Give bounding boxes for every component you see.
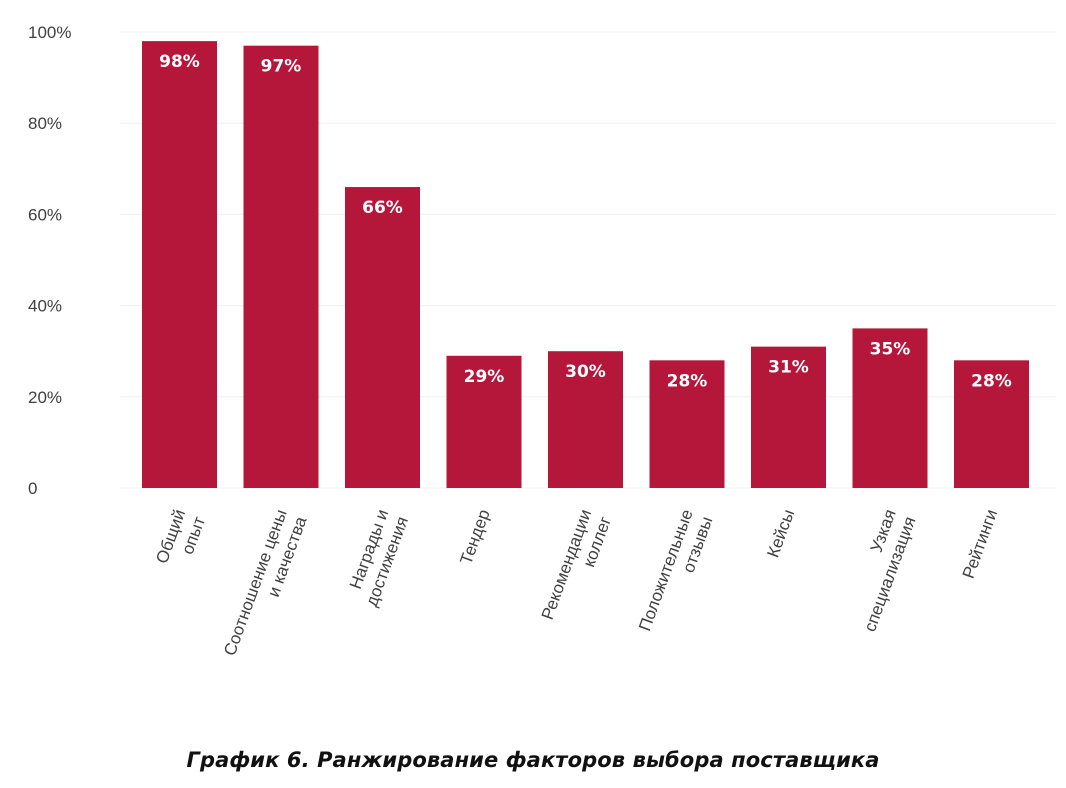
data-label: 29% [464,367,505,387]
bar [446,355,522,488]
y-axis-ticks: 0 20% 40% 60% 80% 100% [28,23,71,498]
bar [243,45,319,489]
y-tick-label: 100% [28,23,71,42]
bar [345,187,420,489]
y-tick-label: 40% [28,297,62,316]
x-tick-label-group: Рейтинги [959,507,1001,581]
y-tick-label: 80% [28,114,62,133]
data-label: 97% [261,57,302,77]
data-labels: 98% 97% 66% 29% 30% 28% 31% 35% 28% [159,52,1012,391]
y-tick-label: 60% [28,205,62,224]
bar [649,360,725,488]
chart-caption: График 6. Ранжирование факторов выбора п… [186,748,880,772]
bars [142,41,1029,489]
data-label: 28% [971,371,1012,391]
x-tick-label: Кейсы [763,507,798,560]
data-label: 31% [768,358,809,378]
data-label: 35% [870,339,911,359]
x-tick-label: Тендер [456,507,493,567]
data-label: 30% [565,362,606,382]
x-tick-label-group: Кейсы [763,507,798,560]
data-label: 28% [667,371,708,391]
bar [142,41,217,489]
bar [852,328,928,488]
bar [954,360,1029,488]
bar [548,351,623,488]
bar-chart-svg: 0 20% 40% 60% 80% 100% 98% 97% 66% 29% 30% 28% 31% 3… [28,23,1056,658]
bar [751,346,826,488]
y-tick-label: 20% [28,388,62,407]
data-label: 98% [159,52,200,72]
chart: 0 20% 40% 60% 80% 100% 98% 97% 66% 29% 30% 28% 31% 3… [28,23,1056,658]
x-tick-label: Рейтинги [959,507,1001,581]
data-label: 66% [362,198,403,218]
x-tick-label-group: Тендер [456,507,493,567]
y-tick-label: 0 [28,479,37,498]
